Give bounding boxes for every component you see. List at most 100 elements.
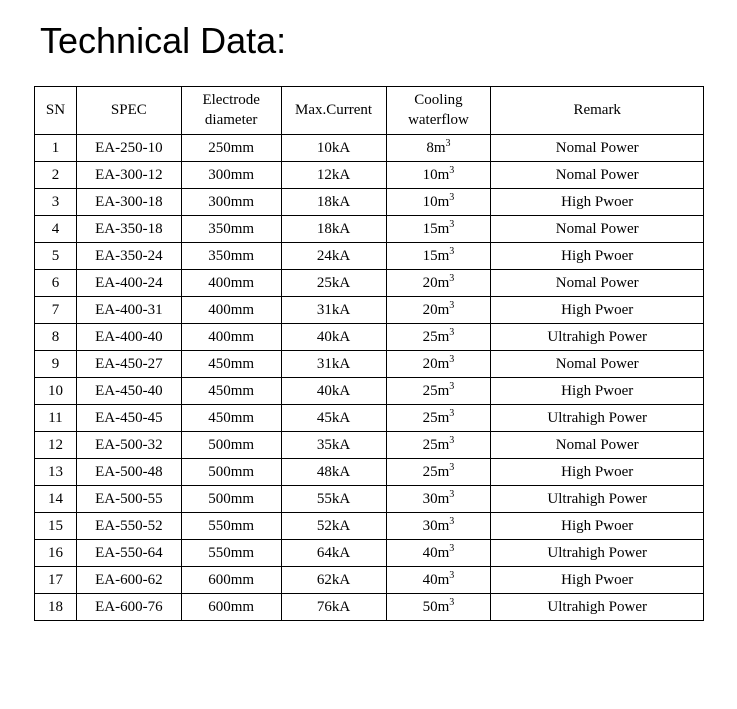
cell-current: 18kA [281,216,386,243]
cell-cooling: 30m3 [386,513,491,540]
cell-spec: EA-350-18 [76,216,181,243]
column-header-0: SN [35,87,77,135]
cell-sn: 1 [35,135,77,162]
table-row: 5EA-350-24350mm24kA15m3High Pwoer [35,243,704,270]
cell-remark: Nomal Power [491,432,704,459]
cell-spec: EA-450-45 [76,405,181,432]
cell-cooling: 40m3 [386,567,491,594]
table-row: 1EA-250-10250mm10kA8m3Nomal Power [35,135,704,162]
cell-sn: 11 [35,405,77,432]
cell-diameter: 500mm [181,486,281,513]
cell-cooling: 30m3 [386,486,491,513]
cell-diameter: 250mm [181,135,281,162]
cell-sn: 3 [35,189,77,216]
column-header-4: Coolingwaterflow [386,87,491,135]
cell-remark: Nomal Power [491,135,704,162]
cell-sn: 16 [35,540,77,567]
cell-cooling: 10m3 [386,189,491,216]
cell-sn: 15 [35,513,77,540]
cell-sn: 12 [35,432,77,459]
cell-spec: EA-300-18 [76,189,181,216]
cell-sn: 7 [35,297,77,324]
cell-diameter: 400mm [181,324,281,351]
cell-spec: EA-400-31 [76,297,181,324]
cell-diameter: 600mm [181,567,281,594]
cell-diameter: 350mm [181,216,281,243]
cell-current: 18kA [281,189,386,216]
cell-sn: 14 [35,486,77,513]
cell-cooling: 25m3 [386,378,491,405]
cell-remark: Nomal Power [491,351,704,378]
cell-diameter: 500mm [181,459,281,486]
cell-diameter: 450mm [181,351,281,378]
table-row: 13EA-500-48500mm48kA25m3High Pwoer [35,459,704,486]
cell-current: 24kA [281,243,386,270]
table-row: 3EA-300-18300mm18kA10m3High Pwoer [35,189,704,216]
cell-cooling: 50m3 [386,594,491,621]
cell-sn: 9 [35,351,77,378]
cell-current: 31kA [281,351,386,378]
cell-remark: High Pwoer [491,378,704,405]
column-header-2: Electrodediameter [181,87,281,135]
table-row: 6EA-400-24400mm25kA20m3Nomal Power [35,270,704,297]
cell-diameter: 550mm [181,540,281,567]
cell-spec: EA-250-10 [76,135,181,162]
table-row: 12EA-500-32500mm35kA25m3Nomal Power [35,432,704,459]
cell-cooling: 40m3 [386,540,491,567]
cell-current: 31kA [281,297,386,324]
cell-current: 52kA [281,513,386,540]
cell-spec: EA-350-24 [76,243,181,270]
cell-spec: EA-400-40 [76,324,181,351]
cell-remark: Ultrahigh Power [491,324,704,351]
table-row: 9EA-450-27450mm31kA20m3Nomal Power [35,351,704,378]
cell-current: 64kA [281,540,386,567]
column-header-3: Max.Current [281,87,386,135]
cell-remark: Ultrahigh Power [491,405,704,432]
cell-spec: EA-450-40 [76,378,181,405]
cell-sn: 5 [35,243,77,270]
cell-diameter: 450mm [181,378,281,405]
cell-current: 45kA [281,405,386,432]
cell-sn: 6 [35,270,77,297]
cell-cooling: 10m3 [386,162,491,189]
cell-spec: EA-550-52 [76,513,181,540]
cell-current: 35kA [281,432,386,459]
cell-remark: High Pwoer [491,567,704,594]
cell-remark: Nomal Power [491,270,704,297]
cell-diameter: 350mm [181,243,281,270]
cell-spec: EA-300-12 [76,162,181,189]
cell-cooling: 20m3 [386,351,491,378]
cell-sn: 10 [35,378,77,405]
cell-diameter: 300mm [181,162,281,189]
cell-cooling: 15m3 [386,216,491,243]
cell-current: 40kA [281,378,386,405]
cell-diameter: 550mm [181,513,281,540]
cell-remark: Ultrahigh Power [491,594,704,621]
cell-sn: 2 [35,162,77,189]
cell-cooling: 15m3 [386,243,491,270]
cell-current: 76kA [281,594,386,621]
cell-cooling: 8m3 [386,135,491,162]
cell-current: 48kA [281,459,386,486]
table-row: 10EA-450-40450mm40kA25m3High Pwoer [35,378,704,405]
cell-diameter: 400mm [181,297,281,324]
cell-spec: EA-500-48 [76,459,181,486]
cell-current: 55kA [281,486,386,513]
table-row: 14EA-500-55500mm55kA30m3Ultrahigh Power [35,486,704,513]
table-row: 18EA-600-76600mm76kA50m3Ultrahigh Power [35,594,704,621]
cell-cooling: 25m3 [386,432,491,459]
cell-cooling: 20m3 [386,270,491,297]
cell-diameter: 500mm [181,432,281,459]
cell-diameter: 450mm [181,405,281,432]
cell-cooling: 25m3 [386,405,491,432]
cell-sn: 18 [35,594,77,621]
table-row: 17EA-600-62600mm62kA40m3High Pwoer [35,567,704,594]
table-row: 2EA-300-12300mm12kA10m3Nomal Power [35,162,704,189]
cell-spec: EA-600-62 [76,567,181,594]
cell-sn: 8 [35,324,77,351]
cell-spec: EA-450-27 [76,351,181,378]
cell-remark: Ultrahigh Power [491,486,704,513]
column-header-1: SPEC [76,87,181,135]
cell-spec: EA-500-32 [76,432,181,459]
cell-diameter: 300mm [181,189,281,216]
